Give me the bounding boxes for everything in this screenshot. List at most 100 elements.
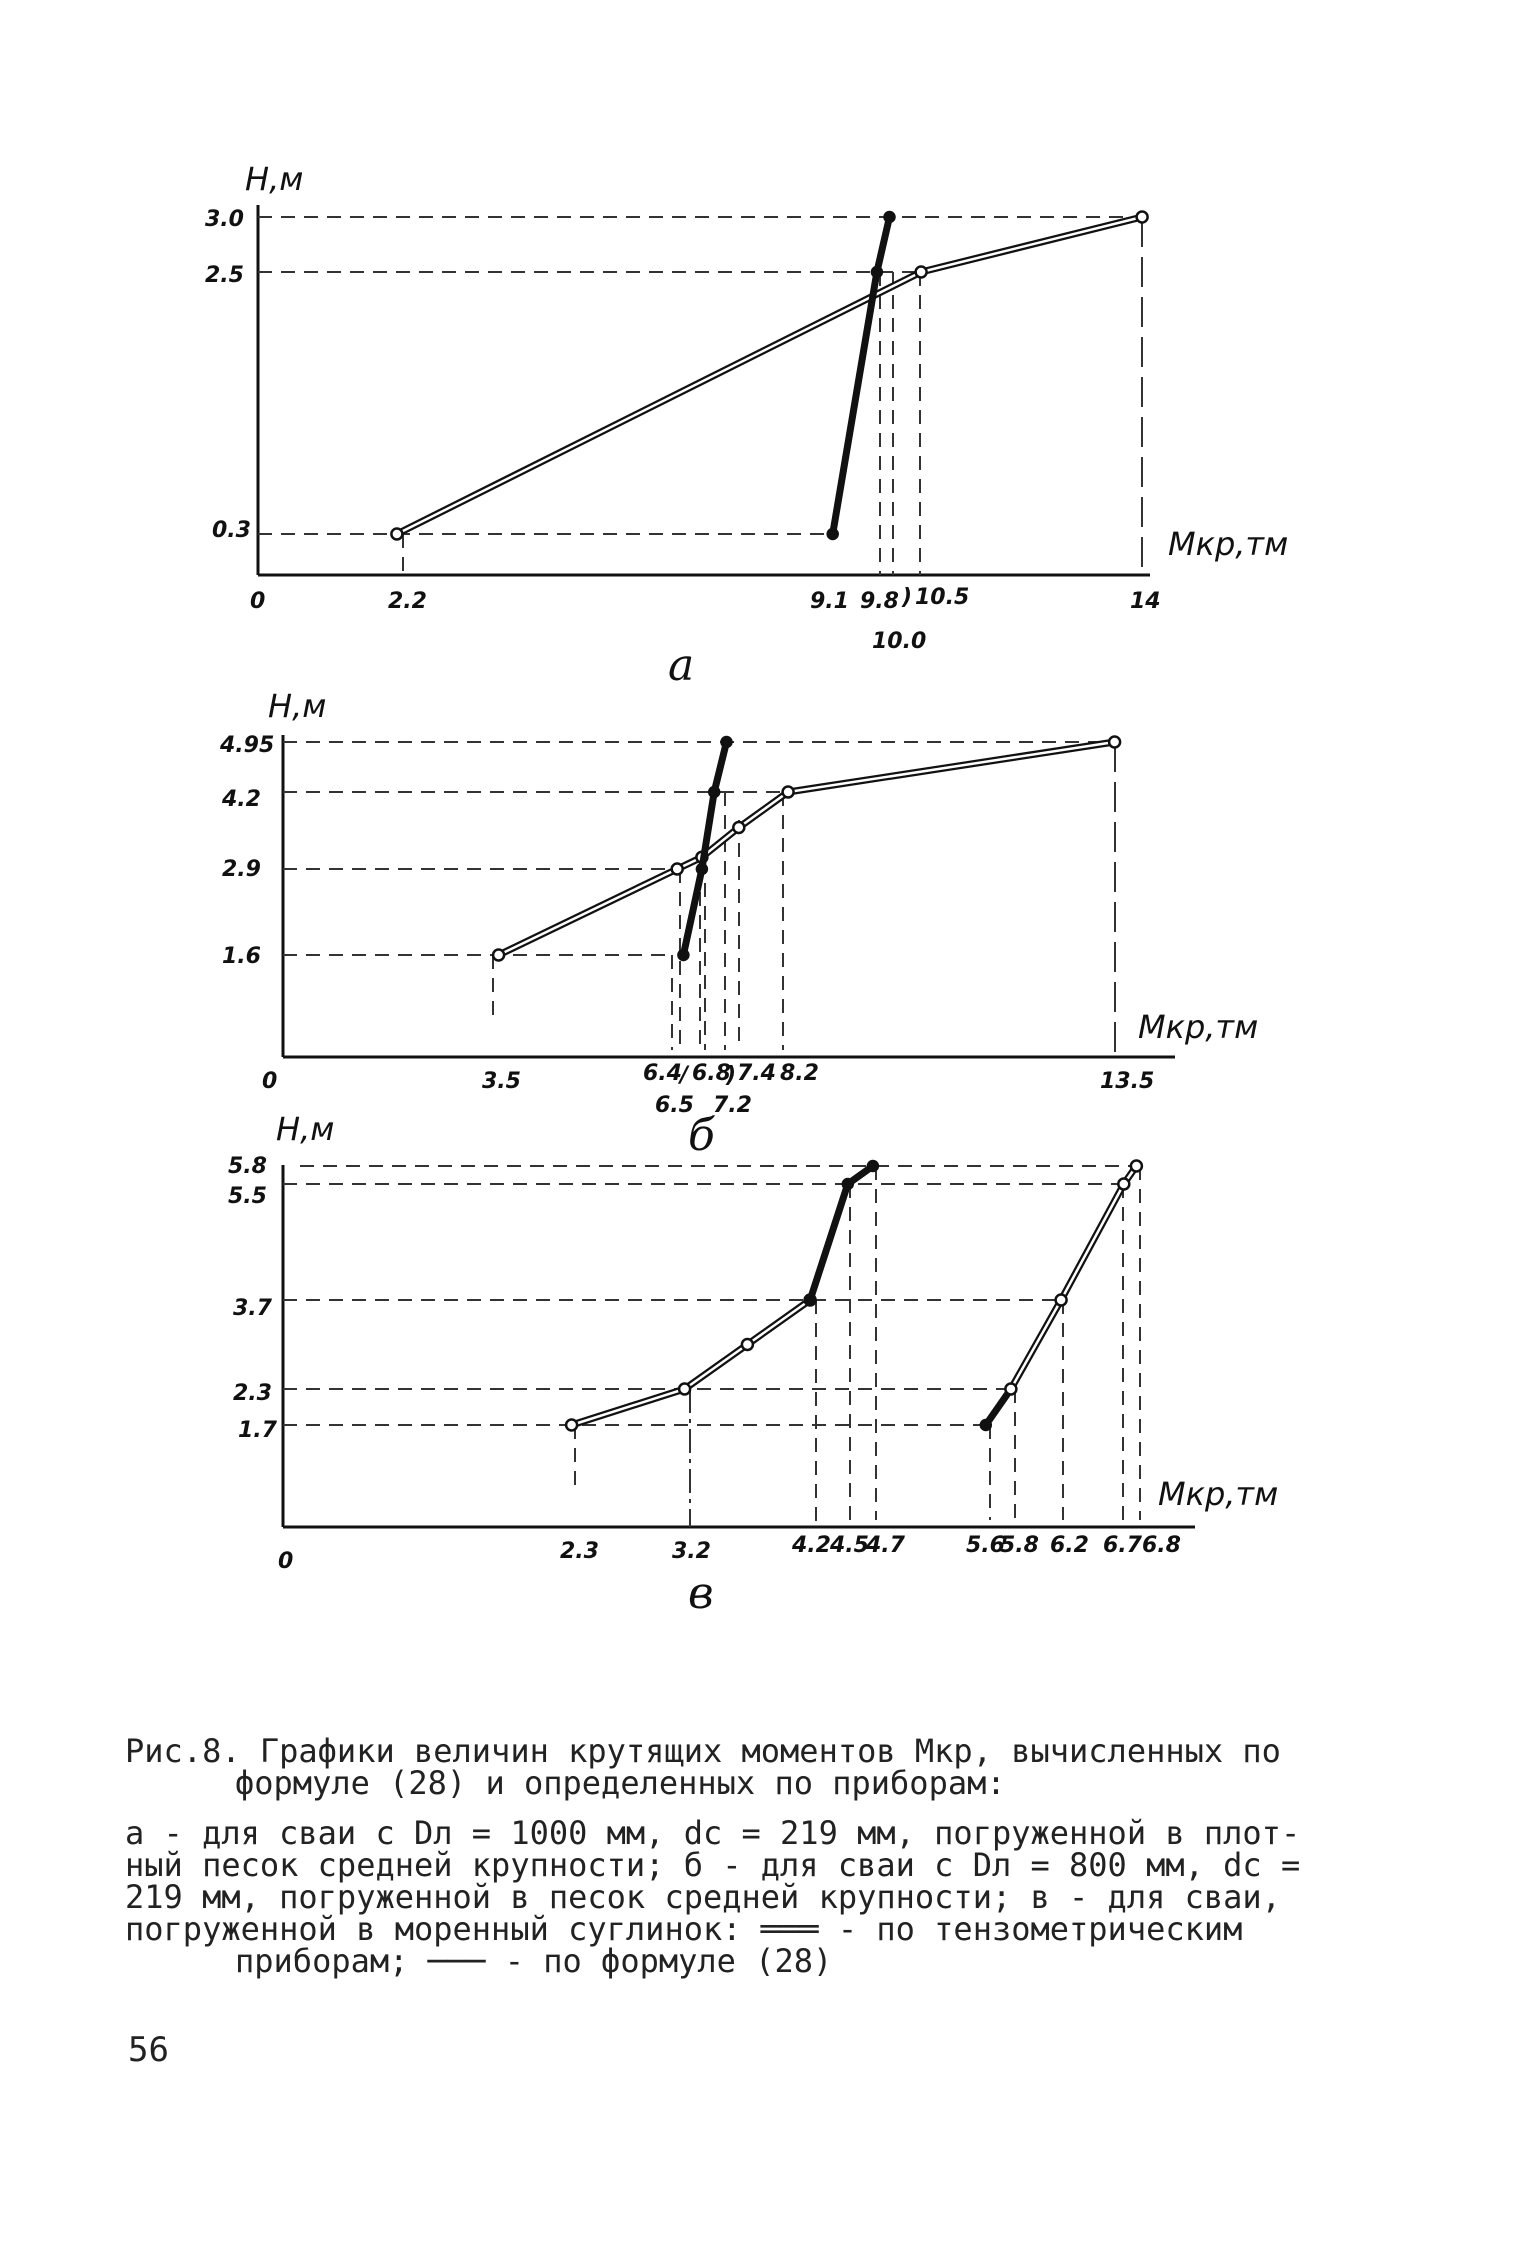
x-tick-label: 9.8 [860, 589, 899, 614]
series-line-bold [806, 1162, 877, 1304]
caption-line: 219 мм, погруженной в песок средней круп… [125, 1878, 1281, 1916]
y-tick-label: 1.6 [222, 944, 261, 969]
x-tick-label: 10.0 [872, 629, 926, 654]
y-tick-label: 2.9 [222, 857, 261, 882]
x-tick-label: 2.3 [560, 1539, 599, 1564]
y-tick-label: 0.3 [212, 518, 251, 543]
y-tick-label: 2.5 [205, 263, 244, 288]
x-tick-label: 7.2 [713, 1093, 752, 1118]
caption-line: Рис.8. Графики величин крутящих моментов… [125, 1732, 1281, 1770]
data-point [841, 1177, 855, 1191]
x-tick-label: ) [725, 1063, 736, 1088]
x-tick-label: 10.5 [915, 585, 969, 610]
data-point [883, 210, 896, 224]
x-tick-label: 6.4 [643, 1061, 682, 1086]
x-tick-label: 9.1 [810, 589, 849, 614]
data-point [1107, 735, 1122, 749]
x-tick-label: 8.2 [780, 1061, 819, 1086]
x-tick-label: 4.7 [865, 1533, 906, 1558]
y-tick-label: 2.3 [233, 1381, 272, 1406]
x-tick-label: 6.8 [1142, 1533, 1181, 1558]
data-point [670, 862, 684, 876]
figure: Н,м Мкр,тм 0 3.0 2.5 0.3 2.2 9.1 9.8 ) 1… [205, 160, 1288, 1619]
series-line-double-inner [1009, 1165, 1138, 1390]
x-origin-label: 0 [278, 1549, 293, 1574]
data-point [707, 785, 721, 799]
x-tick-label: ) [901, 585, 912, 610]
data-point [564, 1418, 579, 1432]
x-tick-label: 5.6 [966, 1533, 1005, 1558]
x-tick-label: 6.2 [1050, 1533, 1089, 1558]
data-point [866, 1159, 880, 1173]
x-tick-label: 7.4 [737, 1061, 776, 1086]
y-tick-label: 1.7 [238, 1418, 278, 1443]
y-axis-label: Н,м [245, 160, 303, 198]
caption-line: ный песок средней крупности; б - для сва… [125, 1846, 1301, 1884]
data-point [677, 1382, 692, 1396]
guides-b [283, 741, 1116, 1057]
series-c [564, 1159, 1144, 1432]
x-axis-label: Мкр,тм [1158, 1475, 1278, 1513]
data-point [781, 785, 795, 799]
data-point [740, 1337, 755, 1352]
figure-caption: Рис.8. Графики величин крутящих моментов… [125, 1735, 1465, 1977]
data-point [491, 948, 506, 962]
y-axis-label: Н,м [276, 1110, 334, 1148]
x-tick-label: / [677, 1063, 690, 1088]
series-line-bold [679, 738, 730, 959]
guides-a [258, 216, 1143, 575]
y-tick-label: 3.0 [205, 207, 244, 232]
x-tick-label: 13.5 [1100, 1069, 1154, 1094]
caption-line: погруженной в моренный суглинок: ═══ - п… [125, 1910, 1243, 1948]
data-point [732, 820, 746, 835]
data-point [720, 735, 733, 749]
chart-c: Н,м Мкр,тм 0 5.8 5.5 3.7 2.3 1.7 2.3 3.2… [228, 1110, 1278, 1619]
x-tick-label: 3.2 [672, 1539, 711, 1564]
panel-label: а [668, 640, 694, 691]
x-axis-label: Мкр,тм [1138, 1008, 1258, 1046]
chart-a: Н,м Мкр,тм 0 3.0 2.5 0.3 2.2 9.1 9.8 ) 1… [205, 160, 1288, 691]
x-tick-label: 5.8 [1000, 1533, 1039, 1558]
y-tick-label: 3.7 [233, 1296, 273, 1321]
x-tick-label: 2.2 [388, 589, 427, 614]
chart-b: Н,м Мкр,тм 0 4.95 4.2 2.9 1.6 3.5 6.4 / … [219, 687, 1258, 1161]
data-point [1004, 1382, 1018, 1396]
data-point [1135, 210, 1149, 224]
guides-c [283, 1165, 1143, 1527]
series-line-double-inner [396, 215, 1143, 536]
series-a [390, 210, 1149, 541]
page-number: 56 [128, 2030, 169, 2070]
caption-line: приборам; ─── - по формуле (28) [235, 1942, 833, 1980]
data-point [1054, 1293, 1068, 1307]
y-tick-label: 5.8 [228, 1154, 267, 1179]
data-point [677, 948, 690, 962]
x-axis-label: Мкр,тм [1168, 525, 1288, 563]
series-line-double-inner [498, 740, 1115, 957]
x-tick-label: 3.5 [482, 1069, 521, 1094]
panel-label: б [688, 1110, 715, 1161]
x-tick-label: 4.2 [791, 1533, 831, 1558]
x-tick-label: 14 [1130, 589, 1161, 614]
x-origin-label: 0 [250, 589, 265, 614]
data-point [1129, 1159, 1144, 1173]
data-point [826, 527, 839, 541]
data-point [1117, 1177, 1131, 1191]
caption-line: а - для сваи с Dл = 1000 мм, dс = 219 мм… [125, 1814, 1301, 1852]
data-point [979, 1418, 993, 1432]
data-point [695, 862, 709, 876]
y-tick-label: 5.5 [228, 1184, 267, 1209]
data-point [803, 1293, 817, 1307]
panel-label: в [688, 1568, 714, 1619]
data-point [914, 265, 928, 279]
x-tick-label: 6.5 [655, 1093, 694, 1118]
y-axis-label: Н,м [268, 687, 326, 725]
series-line-double-outer [497, 738, 1116, 959]
data-point [870, 265, 884, 279]
series-line-double-inner [571, 1298, 811, 1427]
series-b [491, 735, 1122, 962]
x-tick-label: 6.8 [692, 1061, 731, 1086]
data-point [390, 527, 404, 541]
x-origin-label: 0 [262, 1069, 277, 1094]
y-tick-label: 4.95 [219, 733, 274, 758]
y-tick-label: 4.2 [221, 787, 261, 812]
